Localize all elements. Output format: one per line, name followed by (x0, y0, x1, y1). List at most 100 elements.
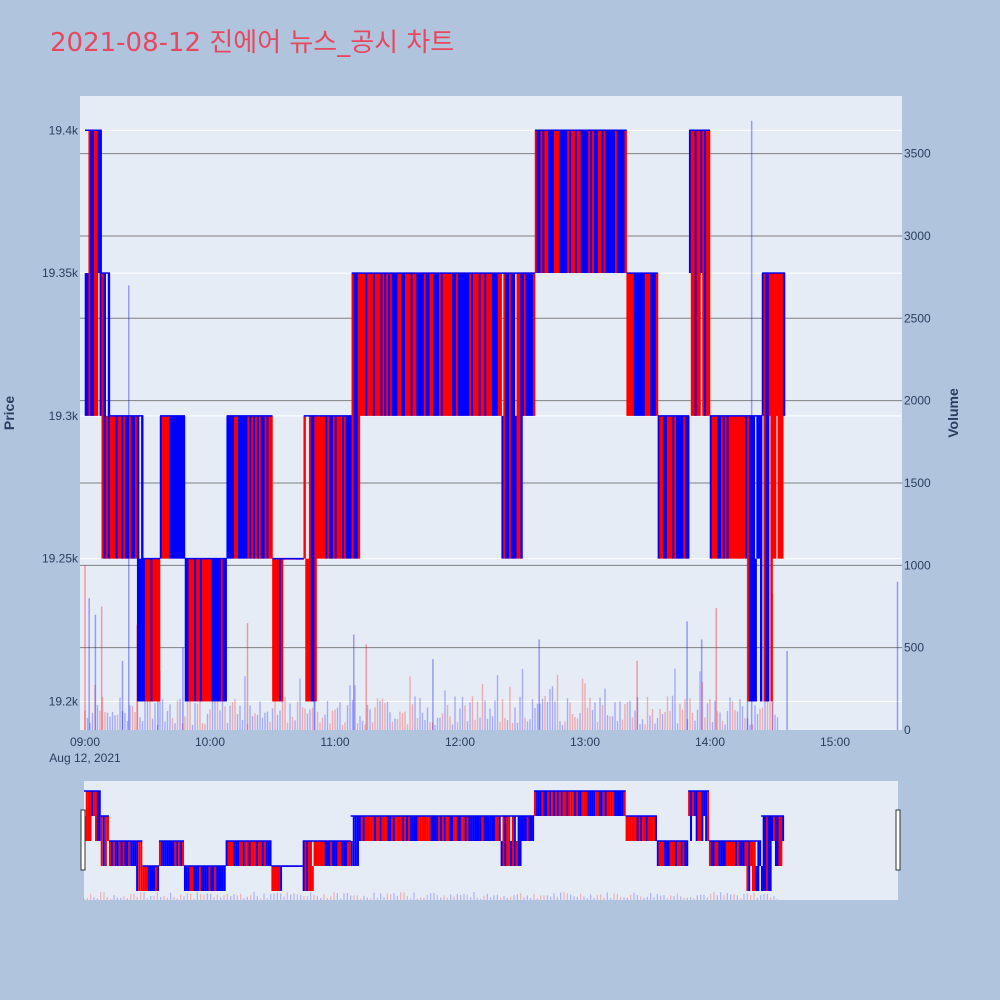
candle (227, 841, 230, 866)
x-axis-date-label: Aug 12, 2021 (49, 751, 121, 765)
candle (430, 816, 433, 841)
candle (643, 816, 646, 841)
candle (653, 273, 657, 416)
candle (570, 791, 573, 816)
candle (512, 273, 516, 559)
candle (85, 791, 88, 841)
candle (629, 816, 632, 841)
candle (390, 816, 393, 841)
candle (475, 816, 478, 841)
candle (308, 415, 312, 702)
candle (685, 415, 688, 559)
candle (741, 415, 745, 559)
candle (699, 791, 702, 841)
candle (208, 866, 211, 891)
candle (207, 558, 210, 702)
candle (597, 130, 601, 274)
candle (750, 415, 754, 702)
y-axis-title-volume: Volume (945, 388, 961, 438)
candle (677, 841, 680, 866)
candle (756, 415, 759, 559)
candle (178, 841, 181, 866)
candle (154, 558, 157, 702)
candle (591, 791, 594, 816)
candle (101, 273, 104, 559)
candle (356, 816, 359, 866)
candle (491, 273, 495, 416)
candle (348, 841, 351, 866)
candle (553, 130, 557, 274)
candle (663, 415, 666, 559)
candle (490, 273, 493, 416)
candle (485, 816, 488, 841)
candle (338, 415, 341, 559)
candle (660, 841, 663, 866)
candle (191, 866, 194, 891)
candle (140, 841, 143, 891)
candle (361, 273, 365, 416)
candle (697, 791, 700, 841)
candle (163, 415, 167, 559)
candle (384, 273, 387, 416)
candle (423, 273, 427, 416)
candle (730, 415, 733, 559)
candle (374, 816, 377, 841)
candle (102, 816, 105, 866)
candle (164, 841, 167, 866)
candle (487, 816, 490, 841)
candle (194, 558, 197, 702)
candle (447, 816, 450, 841)
candle (131, 415, 134, 559)
candle (733, 841, 736, 866)
x-tick-label: 14:00 (695, 735, 725, 749)
candle (688, 791, 691, 816)
candle (332, 415, 336, 559)
candle (617, 791, 620, 816)
candle (686, 841, 689, 866)
candle (773, 273, 777, 559)
candle (435, 273, 438, 416)
candle (88, 130, 91, 416)
candle (401, 273, 404, 416)
candle (264, 415, 268, 559)
candle (379, 816, 382, 841)
candle (782, 273, 786, 416)
candle (781, 273, 784, 559)
candle (600, 791, 603, 816)
candle (248, 841, 251, 866)
candle (535, 791, 538, 816)
candle (710, 841, 713, 866)
range-slider-right-handle[interactable] (895, 809, 901, 871)
candle (260, 415, 264, 559)
candle (363, 273, 366, 416)
candle (380, 273, 383, 416)
candle (510, 273, 514, 559)
candle (577, 791, 580, 816)
candle (681, 415, 684, 559)
candle (508, 273, 512, 559)
candle (185, 866, 188, 891)
candle (114, 841, 117, 866)
candle (534, 130, 538, 274)
candle (549, 791, 552, 816)
candle (174, 841, 177, 866)
candle (545, 791, 548, 816)
candle (702, 130, 705, 416)
candle (557, 130, 561, 274)
candle (524, 816, 527, 841)
candle (112, 841, 115, 866)
candle (244, 841, 247, 866)
candle (484, 273, 487, 416)
candle (635, 273, 638, 416)
candle (180, 841, 183, 866)
candle (280, 866, 283, 891)
candle (496, 816, 499, 841)
range-slider-left-handle[interactable] (80, 809, 86, 871)
candle (383, 816, 386, 841)
candle (117, 415, 120, 559)
candle (183, 866, 186, 891)
candle (307, 558, 310, 702)
candle (277, 558, 280, 702)
candle (201, 558, 205, 702)
candle (210, 866, 213, 891)
